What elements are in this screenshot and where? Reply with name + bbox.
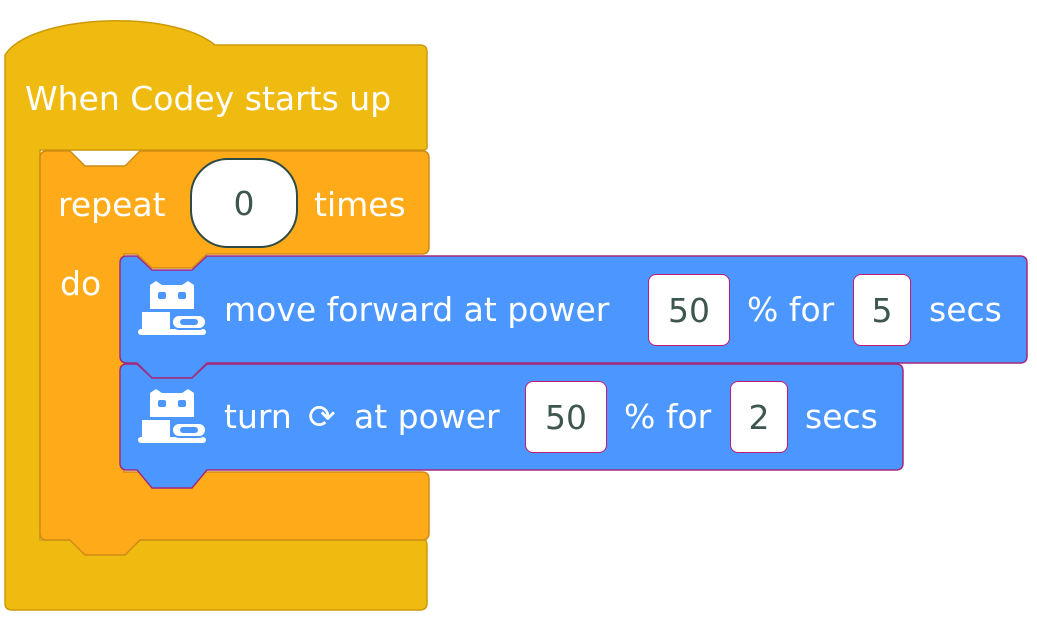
move-power-field[interactable]: 50 xyxy=(648,274,730,346)
codey-robot-icon xyxy=(138,281,207,335)
repeat-label: repeat xyxy=(58,185,166,224)
repeat-count-field[interactable]: 0 xyxy=(190,158,298,248)
turn-at-power-label: at power xyxy=(354,397,500,436)
clockwise-arrow-icon: ⟳ xyxy=(308,397,336,436)
repeat-block-shape[interactable] xyxy=(39,150,430,556)
move-block-shape[interactable] xyxy=(119,255,1028,379)
turn-power-field[interactable]: 50 xyxy=(525,381,607,453)
turn-block-shape[interactable] xyxy=(119,363,904,489)
move-forward-label: move forward at power xyxy=(224,290,610,329)
event-block-label: When Codey starts up xyxy=(25,79,392,118)
move-duration-field[interactable]: 5 xyxy=(853,274,911,346)
times-label: times xyxy=(314,185,406,224)
turn-label: turn xyxy=(224,397,292,436)
turn-secs-label: secs xyxy=(805,397,878,436)
codey-robot-icon xyxy=(138,389,207,443)
turn-duration-field[interactable]: 2 xyxy=(730,381,788,453)
do-label: do xyxy=(60,264,102,303)
move-percent-for-label: % for xyxy=(747,290,835,329)
move-secs-label: secs xyxy=(929,290,1002,329)
turn-percent-for-label: % for xyxy=(624,397,712,436)
